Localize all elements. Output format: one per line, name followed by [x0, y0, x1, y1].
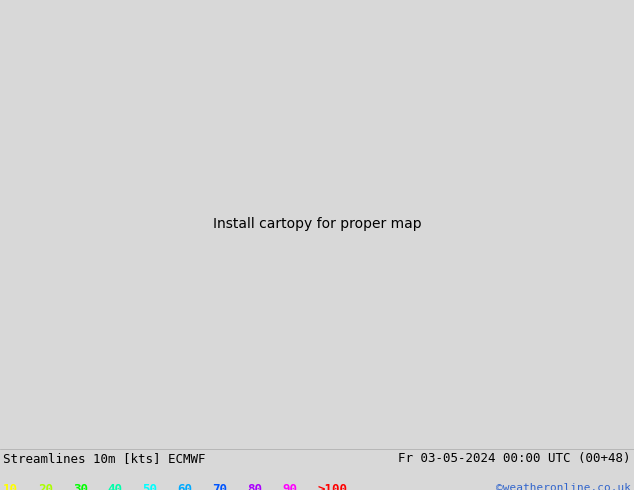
- Text: Install cartopy for proper map: Install cartopy for proper map: [212, 217, 422, 231]
- Text: >100: >100: [317, 483, 347, 490]
- Text: 70: 70: [212, 483, 228, 490]
- Text: 60: 60: [178, 483, 193, 490]
- Text: Streamlines 10m [kts] ECMWF: Streamlines 10m [kts] ECMWF: [3, 452, 205, 465]
- Text: 10: 10: [3, 483, 18, 490]
- Text: 20: 20: [38, 483, 53, 490]
- Text: 50: 50: [143, 483, 158, 490]
- Text: 80: 80: [247, 483, 262, 490]
- Text: 90: 90: [282, 483, 297, 490]
- Text: Fr 03-05-2024 00:00 UTC (00+48): Fr 03-05-2024 00:00 UTC (00+48): [398, 452, 631, 465]
- Text: ©weatheronline.co.uk: ©weatheronline.co.uk: [496, 483, 631, 490]
- Text: 30: 30: [73, 483, 88, 490]
- Text: 40: 40: [108, 483, 123, 490]
